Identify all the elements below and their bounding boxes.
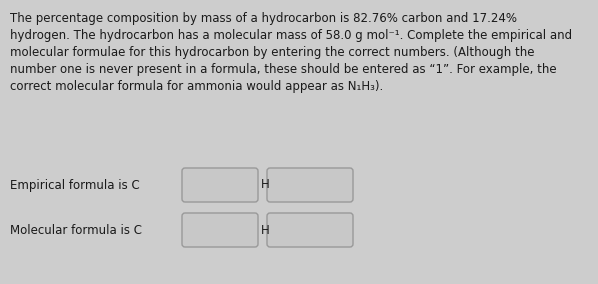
FancyBboxPatch shape [267, 168, 353, 202]
Text: correct molecular formula for ammonia would appear as N₁H₃).: correct molecular formula for ammonia wo… [10, 80, 383, 93]
Text: hydrogen. The hydrocarbon has a molecular mass of 58.0 g mol⁻¹. Complete the emp: hydrogen. The hydrocarbon has a molecula… [10, 29, 572, 42]
Text: H: H [261, 179, 270, 191]
Text: The percentage composition by mass of a hydrocarbon is 82.76% carbon and 17.24%: The percentage composition by mass of a … [10, 12, 517, 25]
Text: Empirical formula is C: Empirical formula is C [10, 179, 140, 191]
FancyBboxPatch shape [267, 213, 353, 247]
FancyBboxPatch shape [182, 213, 258, 247]
Text: H: H [261, 224, 270, 237]
Text: number one is never present in a formula, these should be entered as “1”. For ex: number one is never present in a formula… [10, 63, 557, 76]
Text: molecular formulae for this hydrocarbon by entering the correct numbers. (Althou: molecular formulae for this hydrocarbon … [10, 46, 535, 59]
Text: Molecular formula is C: Molecular formula is C [10, 224, 142, 237]
FancyBboxPatch shape [182, 168, 258, 202]
